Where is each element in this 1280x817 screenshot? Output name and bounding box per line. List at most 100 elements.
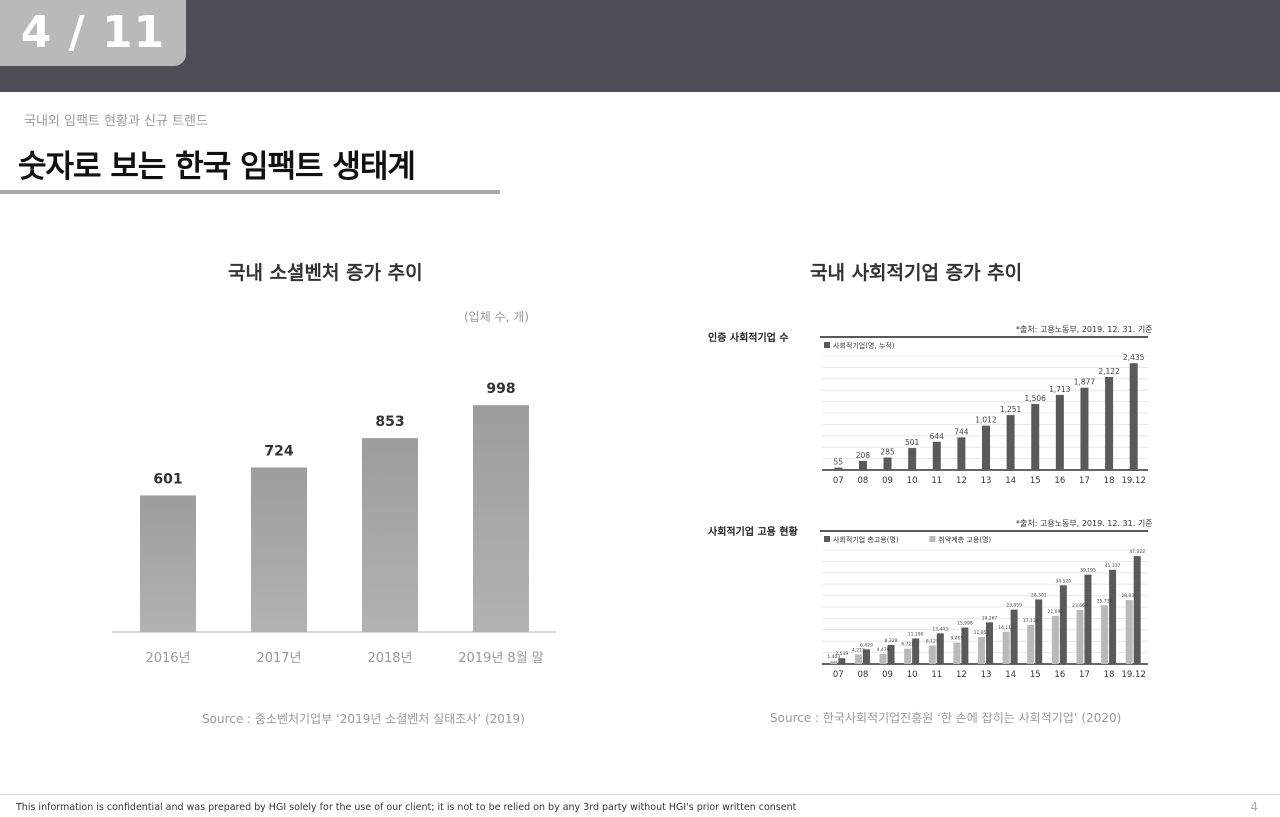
legend-label: 사회적기업 총고용(명): [833, 535, 899, 544]
x-tick-label: 10: [907, 670, 918, 680]
bar: [1129, 363, 1138, 470]
certified-enterprise-label: 인증 사회적기업 수: [708, 333, 789, 344]
x-tick-label: 15: [1030, 670, 1041, 680]
bar-value-label: 18,267: [982, 615, 998, 621]
bar: [1109, 569, 1117, 664]
legend-label: 취약계층 고용(명): [938, 535, 991, 544]
bar-value-label: 853: [375, 414, 404, 430]
bar: [473, 405, 529, 632]
bar-value-label: 41,317: [1105, 563, 1121, 569]
bar: [1059, 585, 1067, 664]
bar-value-label: 47,322: [1129, 549, 1145, 555]
bar: [834, 467, 843, 470]
certified-enterprise-bar-chart: 사회적기업(명, 누적) 55 07 208 08 285 09 501 10 644 11 744 1…: [820, 336, 1148, 486]
bar-value-label: 1,877: [1074, 378, 1096, 387]
employment-status-note: *출처: 고용노동부, 2019. 12. 31. 기준: [1016, 519, 1153, 528]
bar-value-label: 6,429: [860, 642, 873, 648]
bar: [1010, 609, 1018, 664]
bar: [854, 654, 862, 664]
bar: [887, 645, 895, 664]
bar: [1027, 624, 1035, 664]
legend-swatch: [824, 342, 830, 348]
bar: [830, 660, 838, 664]
x-tick-label: 2017년: [256, 651, 301, 666]
bar-value-label: 1,403: [827, 654, 840, 660]
bar: [978, 636, 985, 664]
bar: [912, 638, 920, 664]
bar-value-label: 4,213: [852, 647, 865, 653]
bar-value-label: 2,122: [1098, 367, 1120, 376]
bar: [883, 457, 892, 470]
x-tick-label: 19.12: [1122, 670, 1146, 680]
bar-value-label: 285: [880, 448, 895, 457]
page-number: 4: [1250, 800, 1258, 814]
bar: [1002, 631, 1010, 664]
bar-value-label: 2,539: [835, 651, 848, 657]
bar-value-label: 34,520: [1055, 578, 1071, 584]
bar-value-label: 8,127: [926, 638, 939, 644]
x-tick-label: 09: [882, 670, 893, 680]
bar: [961, 627, 969, 664]
bar-value-label: 17,134: [1023, 618, 1039, 624]
section-subtitle: 국내외 임팩트 현황과 신규 트렌드: [24, 114, 208, 129]
right-source: Source : 한국사회적기업진흥원 ‘한 손에 잡히는 사회적기업’ (20…: [770, 711, 1122, 725]
x-tick-label: 12: [956, 476, 967, 486]
bar: [953, 642, 961, 664]
bar: [879, 653, 887, 664]
bar-value-label: 601: [153, 471, 182, 487]
bar-value-label: 55: [834, 458, 844, 467]
bar-value-label: 11,855: [974, 630, 990, 636]
employment-status-label: 사회적기업 고용 현황: [708, 527, 798, 538]
x-tick-label: 2019년 8월 말: [458, 651, 544, 666]
bar-value-label: 644: [930, 432, 945, 441]
x-tick-label: 16: [1054, 476, 1065, 486]
footer-divider: [0, 794, 1280, 795]
x-tick-label: 11: [931, 476, 942, 486]
legend-label: 사회적기업(명, 누적): [833, 341, 895, 350]
bar: [936, 633, 944, 664]
bar-value-label: 501: [905, 438, 920, 447]
bar-value-label: 1,251: [1000, 405, 1022, 414]
bar: [928, 645, 936, 664]
x-tick-label: 07: [833, 476, 844, 486]
x-tick-label: 16: [1054, 670, 1065, 680]
left-chart-unit: (업체 수, 개): [464, 310, 529, 324]
footer-disclaimer: This information is confidential and was…: [16, 802, 797, 813]
x-tick-label: 17: [1079, 476, 1090, 486]
bar: [1031, 403, 1040, 470]
bar-value-label: 13,443: [932, 626, 948, 632]
bar-value-label: 11,190: [908, 631, 924, 637]
bar-value-label: 2,435: [1123, 353, 1145, 362]
x-tick-label: 10: [907, 476, 918, 486]
x-tick-label: 12: [956, 670, 967, 680]
bar: [1051, 615, 1059, 664]
bar-value-label: 1,506: [1024, 394, 1046, 403]
x-tick-label: 09: [882, 476, 893, 486]
bar-value-label: 4,479: [877, 647, 890, 653]
bar-value-label: 8,329: [885, 638, 898, 644]
bar-value-label: 39,195: [1080, 568, 1096, 574]
x-tick-label: 17: [1079, 670, 1090, 680]
bar-value-label: 9,405: [950, 636, 963, 642]
bar: [362, 438, 418, 632]
bar-value-label: 724: [264, 443, 293, 459]
bar-value-label: 25,736: [1097, 598, 1113, 604]
x-tick-label: 14: [1005, 476, 1016, 486]
bar-value-label: 23,859: [1006, 603, 1022, 609]
bar: [1101, 605, 1109, 664]
bar: [982, 425, 990, 470]
bar: [858, 460, 867, 470]
bar-value-label: 23,663: [1072, 603, 1088, 609]
bar: [862, 649, 870, 664]
x-tick-label: 08: [858, 476, 869, 486]
bar-value-label: 28,301: [1031, 592, 1047, 598]
bar: [1084, 574, 1092, 664]
right-chart-title: 국내 사회적기업 증가 추이: [810, 262, 1023, 284]
x-tick-label: 08: [858, 670, 869, 680]
x-tick-label: 13: [981, 476, 992, 486]
bar: [1105, 376, 1114, 470]
bar: [1125, 600, 1133, 664]
bar-value-label: 15,998: [957, 621, 973, 627]
bar: [932, 441, 941, 470]
bar: [1080, 387, 1089, 470]
